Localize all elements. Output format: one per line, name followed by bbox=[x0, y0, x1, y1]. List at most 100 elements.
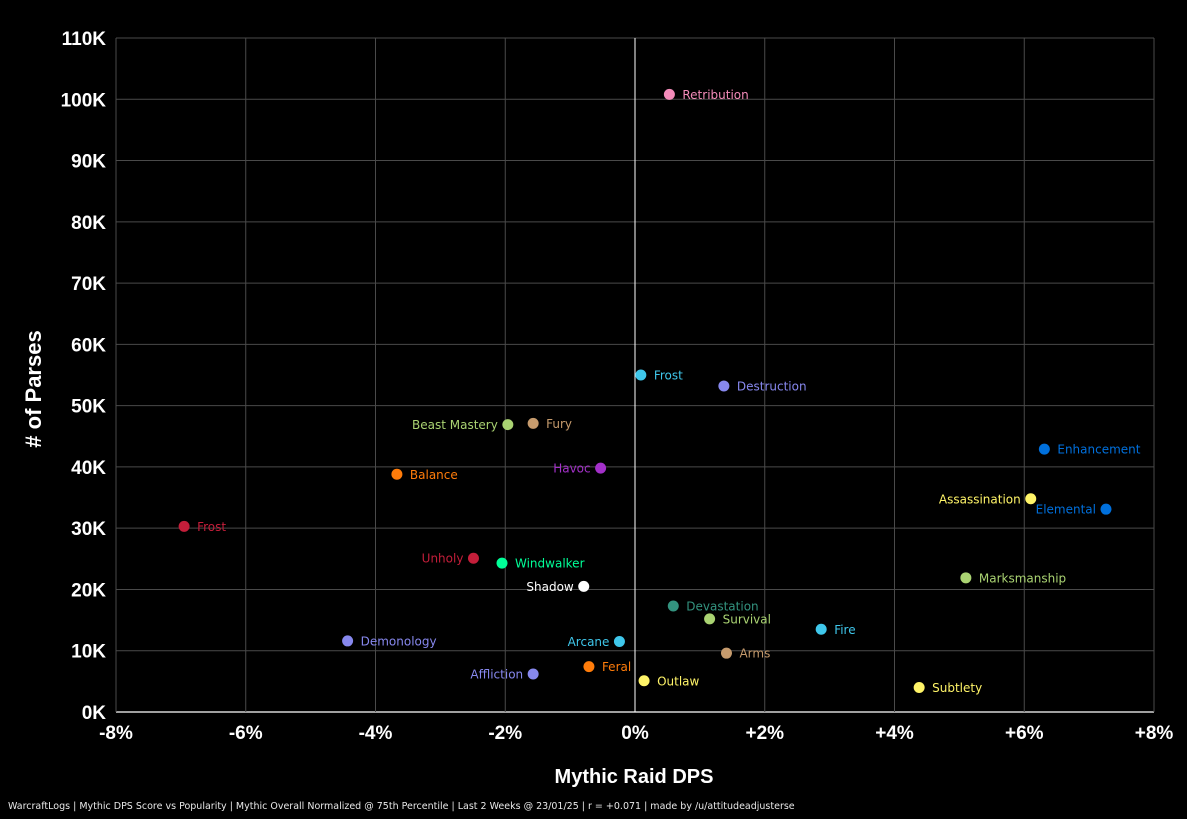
data-point-group: Frost bbox=[178, 520, 226, 534]
data-point-group: Survival bbox=[704, 612, 771, 626]
data-point bbox=[663, 88, 675, 100]
data-point-group: Balance bbox=[391, 468, 458, 482]
data-point bbox=[1025, 493, 1037, 505]
data-point bbox=[960, 572, 972, 584]
data-point bbox=[613, 636, 625, 648]
data-point-group: Devastation bbox=[667, 599, 759, 613]
data-point-label: Frost bbox=[197, 520, 226, 534]
data-point-group: Frost bbox=[635, 369, 683, 383]
data-point-label: Survival bbox=[723, 612, 771, 626]
data-point-label: Frost bbox=[654, 369, 683, 383]
y-tick-label: 40K bbox=[71, 458, 106, 479]
data-point-group: Enhancement bbox=[1038, 443, 1141, 457]
y-tick-label: 80K bbox=[71, 213, 106, 234]
footer-caption: WarcraftLogs | Mythic DPS Score vs Popul… bbox=[8, 801, 795, 812]
data-point-label: Fire bbox=[834, 623, 855, 637]
x-tick-label: -8% bbox=[99, 723, 133, 744]
data-point-group: Havoc bbox=[553, 462, 607, 476]
x-tick-label: +6% bbox=[1005, 723, 1044, 744]
data-point-group: Feral bbox=[583, 660, 631, 674]
x-tick-label: -6% bbox=[229, 723, 263, 744]
data-point bbox=[718, 380, 730, 392]
data-point bbox=[342, 635, 354, 647]
data-point-group: Retribution bbox=[663, 88, 749, 102]
data-point bbox=[502, 419, 514, 431]
data-point-label: Windwalker bbox=[515, 557, 585, 571]
data-point bbox=[578, 580, 590, 592]
data-point-group: Assassination bbox=[939, 492, 1037, 506]
data-point bbox=[527, 668, 539, 680]
data-point-label: Outlaw bbox=[657, 674, 699, 688]
data-point-label: Assassination bbox=[939, 492, 1021, 506]
data-point-label: Elemental bbox=[1036, 503, 1096, 517]
y-tick-label: 70K bbox=[71, 274, 106, 295]
data-points: Retribution Frost Destruction Beast Mastery… bbox=[178, 88, 1141, 695]
data-point bbox=[638, 675, 650, 687]
x-tick-label: +2% bbox=[745, 723, 784, 744]
data-point-group: Affliction bbox=[470, 668, 539, 682]
grid-lines bbox=[115, 37, 1155, 713]
data-point-group: Fury bbox=[527, 417, 572, 431]
x-tick-label: -4% bbox=[359, 723, 393, 744]
data-point-group: Outlaw bbox=[638, 674, 700, 688]
data-point bbox=[527, 417, 539, 429]
data-point bbox=[1100, 503, 1112, 515]
data-point bbox=[391, 468, 403, 480]
data-point bbox=[467, 552, 479, 564]
x-axis-title: Mythic Raid DPS bbox=[555, 766, 714, 788]
data-point bbox=[178, 520, 190, 532]
y-tick-label: 60K bbox=[71, 335, 106, 356]
y-tick-label: 10K bbox=[71, 642, 106, 663]
data-point-label: Demonology bbox=[361, 634, 437, 648]
data-point-label: Feral bbox=[602, 660, 631, 674]
data-point bbox=[667, 600, 679, 612]
data-point-group: Unholy bbox=[422, 552, 479, 566]
data-point-label: Fury bbox=[546, 417, 572, 431]
y-tick-label: 0K bbox=[82, 703, 107, 724]
y-tick-label: 110K bbox=[62, 29, 107, 50]
y-tick-label: 30K bbox=[71, 519, 106, 540]
data-point-label: Beast Mastery bbox=[412, 418, 498, 432]
data-point bbox=[720, 647, 732, 659]
data-point-label: Havoc bbox=[553, 462, 590, 476]
data-point-label: Retribution bbox=[682, 88, 748, 102]
data-point-group: Subtlety bbox=[913, 681, 982, 695]
data-point bbox=[1038, 443, 1050, 455]
data-point-label: Subtlety bbox=[932, 681, 982, 695]
x-axis-ticks: -8% -6% -4% -2% 0% +2% +4% +6% +8% bbox=[99, 723, 1173, 744]
data-point bbox=[496, 557, 508, 569]
data-point bbox=[635, 369, 647, 381]
data-point-label: Enhancement bbox=[1057, 443, 1140, 457]
data-point-group: Demonology bbox=[342, 634, 437, 648]
data-point bbox=[595, 462, 607, 474]
x-tick-label: +8% bbox=[1135, 723, 1174, 744]
data-point-label: Arms bbox=[739, 647, 770, 661]
data-point-group: Shadow bbox=[526, 580, 590, 594]
data-point-label: Arcane bbox=[568, 635, 610, 649]
y-tick-label: 50K bbox=[71, 397, 106, 418]
data-point-group: Destruction bbox=[718, 380, 807, 394]
x-tick-label: 0% bbox=[621, 723, 649, 744]
data-point-label: Unholy bbox=[422, 552, 464, 566]
y-tick-label: 100K bbox=[61, 90, 107, 111]
data-point-label: Destruction bbox=[737, 380, 807, 394]
data-point bbox=[704, 613, 716, 625]
data-point-label: Affliction bbox=[470, 668, 523, 682]
y-axis-title: # of Parses bbox=[21, 330, 46, 447]
data-point-group: Windwalker bbox=[496, 557, 585, 571]
y-tick-label: 20K bbox=[71, 580, 106, 601]
data-point-group: Elemental bbox=[1036, 503, 1112, 517]
x-tick-label: +4% bbox=[875, 723, 914, 744]
data-point-label: Shadow bbox=[526, 580, 574, 594]
data-point bbox=[815, 623, 827, 635]
x-tick-label: -2% bbox=[488, 723, 522, 744]
data-point-group: Arcane bbox=[568, 635, 625, 649]
data-point-label: Devastation bbox=[686, 599, 758, 613]
data-point-group: Fire bbox=[815, 623, 856, 637]
data-point-label: Marksmanship bbox=[979, 571, 1066, 585]
data-point bbox=[913, 681, 925, 693]
data-point bbox=[583, 661, 595, 673]
data-point-label: Balance bbox=[410, 468, 458, 482]
y-axis-ticks: 0K 10K 20K 30K 40K 50K 60K 70K 80K 90K 100K 110K bbox=[61, 29, 107, 724]
